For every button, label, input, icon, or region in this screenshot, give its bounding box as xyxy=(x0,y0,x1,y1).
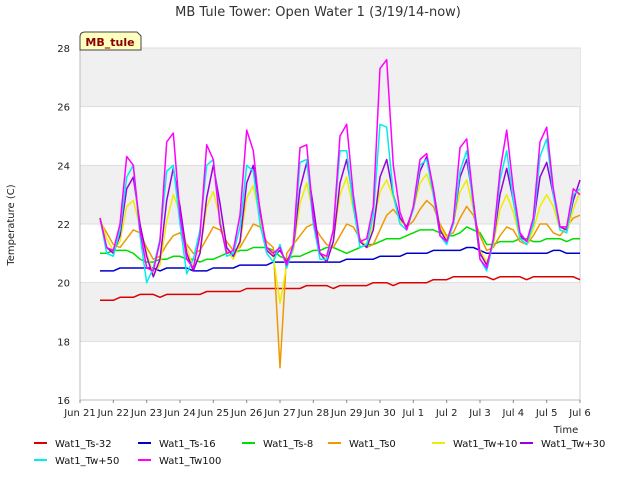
legend-label: Wat1_Tw+10 xyxy=(453,439,517,450)
x-tick-label: Jul 4 xyxy=(502,408,525,419)
badge-label: MB_tule xyxy=(85,36,134,49)
x-tick-label: Jun 21 xyxy=(63,408,96,419)
plot-band xyxy=(80,282,580,342)
series-line-wat1-ts-16 xyxy=(100,246,580,272)
legend-item: Wat1_Ts-32 xyxy=(34,439,112,450)
x-tick-label: Jul 5 xyxy=(535,408,558,419)
legend: Wat1_Ts-32 Wat1_Ts-16 Wat1_Ts-8 Wat1_Ts0 Wat… xyxy=(34,439,605,467)
x-tick-label: Jul 2 xyxy=(435,408,458,419)
y-tick-label: 26 xyxy=(57,103,70,114)
series-line-wat1-ts0 xyxy=(99,199,581,369)
x-tick-label: Jun 23 xyxy=(130,408,163,419)
x-tick-label: Jun 30 xyxy=(363,408,396,419)
legend-item: Wat1_Tw100 xyxy=(138,456,221,467)
x-axis-label: Time xyxy=(553,425,578,436)
y-tick-label: 16 xyxy=(57,396,70,407)
x-tick-label: Jun 26 xyxy=(230,408,263,419)
y-axis-label: Temperature (C) xyxy=(6,184,17,266)
series-line-wat1-ts-8 xyxy=(100,226,580,263)
legend-item: Wat1_Ts-16 xyxy=(138,439,216,450)
legend-label: Wat1_Ts0 xyxy=(349,439,396,450)
legend-label: Wat1_Tw+50 xyxy=(55,456,119,467)
badge-background xyxy=(79,31,142,51)
legend-item: Wat1_Ts-8 xyxy=(242,439,313,450)
plot-band xyxy=(80,48,580,107)
y-tick-label: 24 xyxy=(57,161,70,172)
y-tick-label: 18 xyxy=(57,337,70,348)
legend-item: Wat1_Tw+30 xyxy=(520,439,605,450)
y-axis-ticks: 16 18 20 22 24 26 28 xyxy=(57,44,70,407)
x-axis-ticks: Jun 21 Jun 22 Jun 23 Jun 24 Jun 25 Jun 26 Jun … xyxy=(63,400,591,419)
legend-item: Wat1_Tw+10 xyxy=(432,439,517,450)
legend-item: Wat1_Ts0 xyxy=(328,439,396,450)
x-tick-label: Jun 27 xyxy=(263,408,296,419)
legend-label: Wat1_Ts-8 xyxy=(263,439,313,450)
x-tick-label: Jun 24 xyxy=(163,408,196,419)
series-line-wat1-tw100 xyxy=(99,58,581,272)
x-tick-label: Jul 1 xyxy=(402,408,425,419)
legend-item: Wat1_Tw+50 xyxy=(34,456,119,467)
series-line-wat1-ts-32 xyxy=(100,276,581,302)
legend-label: Wat1_Tw+30 xyxy=(541,439,605,450)
x-tick-label: Jun 25 xyxy=(197,408,230,419)
y-tick-label: 20 xyxy=(57,279,70,290)
station-badge: MB_tule xyxy=(79,31,142,51)
x-tick-label: Jul 6 xyxy=(568,408,591,419)
x-tick-label: Jul 3 xyxy=(468,408,491,419)
x-tick-label: Jun 22 xyxy=(97,408,130,419)
series-lines xyxy=(99,58,581,369)
y-tick-label: 28 xyxy=(57,44,70,55)
y-tick-label: 22 xyxy=(57,220,70,231)
x-tick-label: Jun 29 xyxy=(330,408,363,419)
legend-label: Wat1_Ts-16 xyxy=(159,439,216,450)
legend-label: Wat1_Tw100 xyxy=(159,456,221,467)
legend-label: Wat1_Ts-32 xyxy=(55,439,112,450)
series-line-wat1-tw-50 xyxy=(99,123,581,284)
chart-title: MB Tule Tower: Open Water 1 (3/19/14-now… xyxy=(175,5,461,20)
x-tick-label: Jun 28 xyxy=(297,408,330,419)
